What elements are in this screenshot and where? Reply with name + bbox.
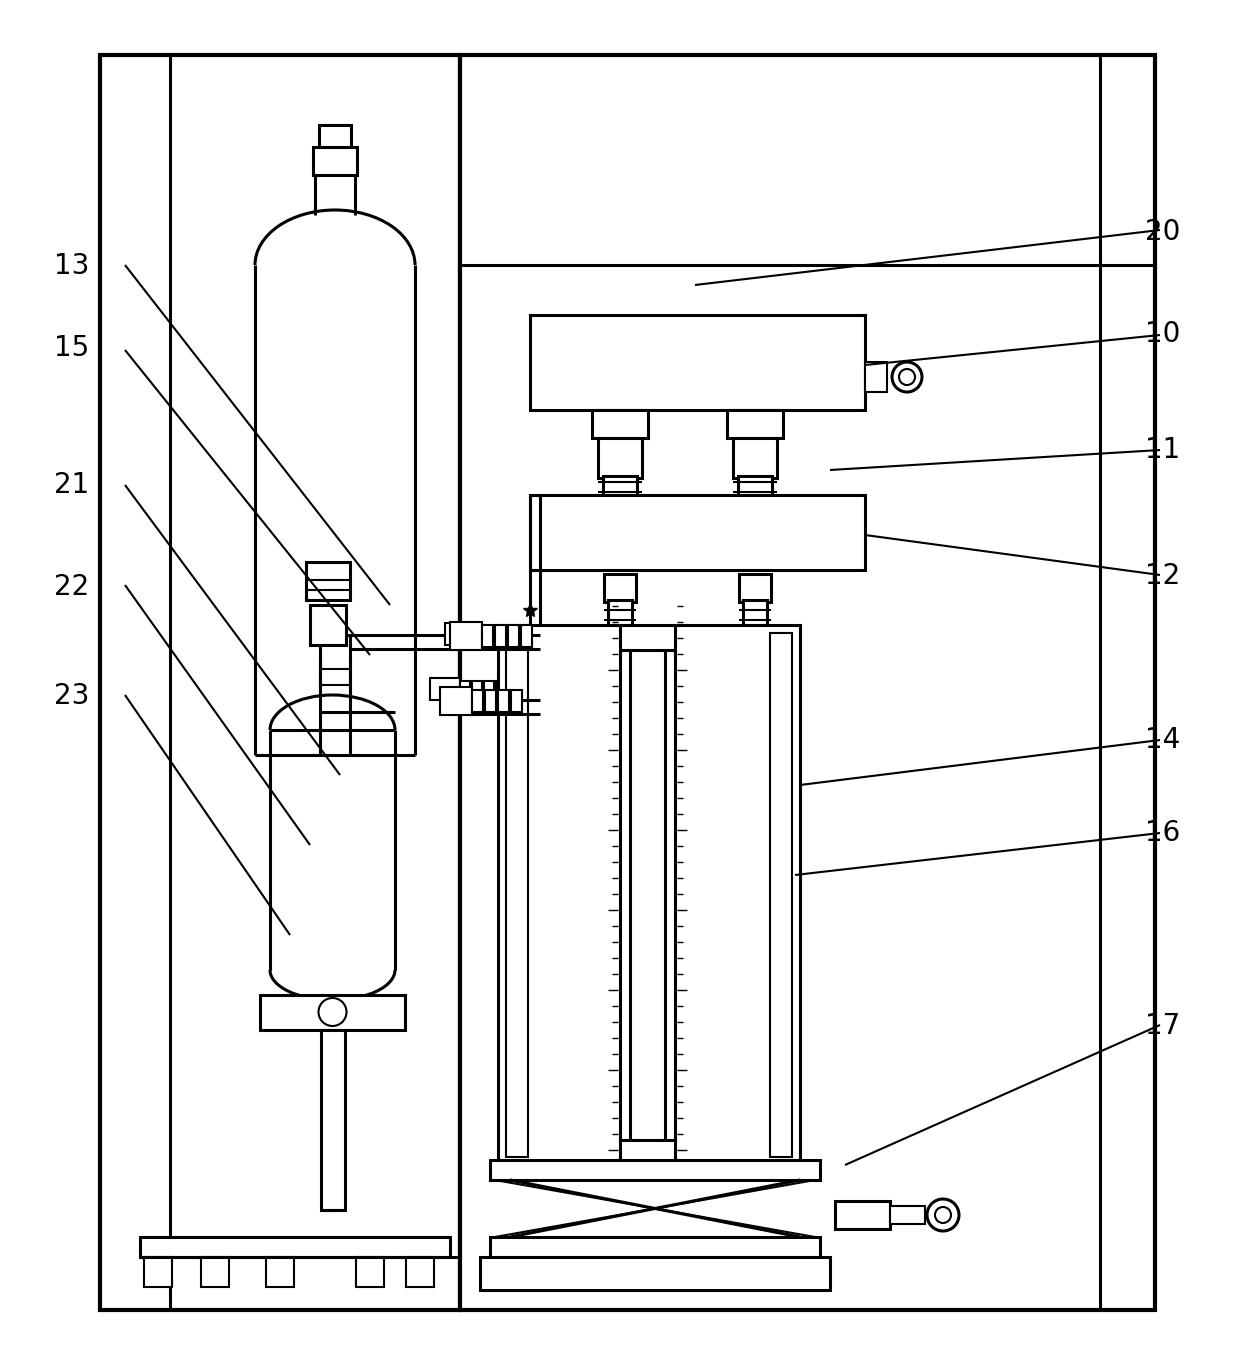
Bar: [727, 410, 782, 438]
Bar: [100, 55, 460, 1310]
Bar: [490, 1237, 820, 1257]
Text: 20: 20: [1146, 218, 1180, 246]
Bar: [523, 627, 533, 642]
Bar: [485, 689, 496, 713]
Bar: [312, 147, 357, 175]
Bar: [604, 575, 636, 602]
Circle shape: [319, 998, 346, 1026]
Bar: [498, 627, 508, 642]
Bar: [356, 1257, 384, 1287]
Text: 22: 22: [55, 573, 89, 601]
Bar: [460, 55, 1154, 1310]
Bar: [770, 633, 792, 1158]
Bar: [487, 627, 497, 642]
Text: 23: 23: [55, 682, 89, 710]
Bar: [319, 126, 351, 147]
Bar: [201, 1257, 229, 1287]
Bar: [440, 687, 472, 715]
Bar: [866, 362, 887, 392]
Bar: [620, 625, 675, 650]
Bar: [529, 315, 866, 410]
Bar: [508, 681, 518, 698]
Bar: [890, 1207, 925, 1224]
Bar: [306, 562, 350, 601]
Bar: [733, 438, 777, 478]
Text: 10: 10: [1146, 321, 1180, 348]
Bar: [480, 1257, 830, 1290]
Text: 17: 17: [1146, 1013, 1180, 1040]
Bar: [620, 1140, 675, 1164]
Circle shape: [928, 1198, 959, 1231]
Bar: [598, 506, 642, 541]
Bar: [482, 625, 494, 647]
Bar: [310, 605, 346, 646]
Bar: [260, 995, 405, 1031]
Bar: [460, 681, 470, 698]
Circle shape: [935, 1207, 951, 1223]
Bar: [475, 627, 485, 642]
Text: 13: 13: [55, 253, 89, 280]
Bar: [495, 625, 506, 647]
Bar: [508, 625, 520, 647]
Bar: [738, 476, 773, 508]
Bar: [498, 689, 508, 713]
Bar: [603, 538, 637, 562]
Text: 11: 11: [1146, 437, 1180, 464]
Bar: [430, 678, 460, 700]
Bar: [608, 601, 632, 625]
Bar: [835, 1201, 890, 1228]
Bar: [506, 633, 528, 1158]
Text: 21: 21: [55, 471, 89, 498]
Bar: [484, 681, 494, 698]
Text: 16: 16: [1146, 819, 1180, 846]
Bar: [591, 410, 649, 438]
Text: 14: 14: [1146, 726, 1180, 753]
Bar: [320, 669, 350, 685]
Bar: [450, 622, 482, 650]
Bar: [511, 689, 522, 713]
Bar: [498, 625, 620, 1164]
Bar: [472, 689, 484, 713]
Bar: [529, 495, 866, 571]
Bar: [739, 575, 771, 602]
Bar: [598, 438, 642, 478]
Bar: [472, 681, 482, 698]
Bar: [738, 538, 773, 562]
Circle shape: [892, 362, 923, 392]
Text: 15: 15: [55, 334, 89, 362]
Bar: [140, 1237, 450, 1257]
Bar: [733, 506, 777, 541]
Bar: [267, 1257, 294, 1287]
Bar: [675, 625, 800, 1164]
Bar: [405, 1257, 434, 1287]
Bar: [496, 681, 506, 698]
Bar: [603, 476, 637, 508]
Bar: [320, 1031, 345, 1209]
Bar: [445, 622, 475, 646]
Bar: [144, 1257, 172, 1287]
Bar: [743, 601, 768, 625]
Bar: [511, 627, 521, 642]
Text: 12: 12: [1146, 562, 1180, 590]
Bar: [521, 625, 532, 647]
Circle shape: [899, 369, 915, 385]
Bar: [490, 1160, 820, 1179]
